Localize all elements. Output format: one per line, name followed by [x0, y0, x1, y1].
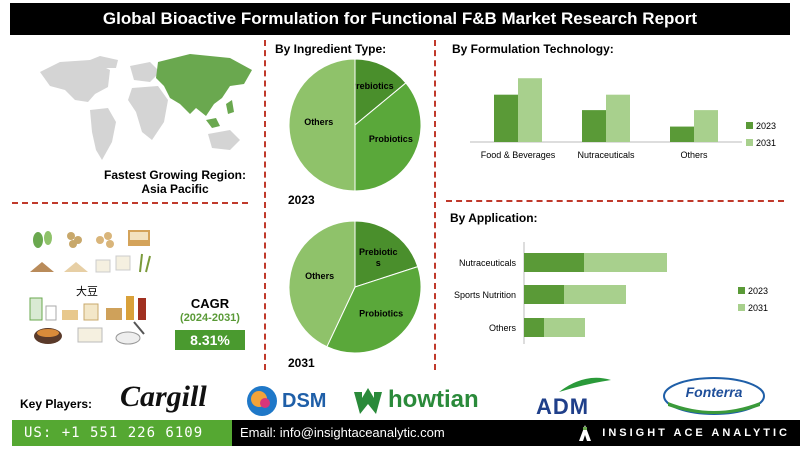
- edamame-icon: [33, 231, 52, 248]
- ingredient-title: By Ingredient Type:: [275, 42, 387, 56]
- y-tick-label: Nutraceuticals: [459, 258, 517, 268]
- pie-label-others: Others: [305, 271, 334, 281]
- application-title: By Application:: [450, 211, 538, 225]
- pie-label-probiotics: Probiotics: [359, 309, 403, 319]
- formulation-chart: Food & Beverages Nutraceuticals Others 2023…: [470, 78, 776, 160]
- pie-slice-probiotics: [326, 265, 422, 354]
- bar-2031-0: [518, 78, 542, 142]
- milk-icons: [29, 296, 146, 321]
- pie-2031: Prebiotic s Probiotics Others: [288, 220, 422, 354]
- hbar-2023-1: [524, 285, 564, 304]
- pie-slice-prebiotics: [354, 220, 419, 288]
- bar-2031-2: [694, 110, 718, 142]
- powder-icon: [30, 262, 54, 272]
- tofu-box-icon: [128, 230, 150, 246]
- divider-left-horizontal: [12, 202, 248, 204]
- pie-label-others: Others: [304, 117, 333, 127]
- sprouts-icon: [139, 253, 151, 273]
- cagr-value: 8.31%: [175, 330, 245, 350]
- y-tick-label: Others: [489, 323, 517, 333]
- dsm-swirl-icon: [247, 386, 277, 416]
- divider-left: [264, 40, 266, 370]
- y-tick-label: Sports Nutrition: [454, 290, 516, 300]
- tofu-block-icon-2: [115, 255, 131, 271]
- beans-icon: [96, 232, 114, 248]
- pie-slice-others: [288, 58, 356, 192]
- powder-light-icon: [64, 262, 88, 272]
- pie-label-prebiotics: Prebiotics: [350, 81, 394, 91]
- world-map-icon: [40, 54, 252, 160]
- legend-label-app-2031: 2031: [748, 303, 768, 313]
- legend-swatch-2031: [746, 139, 753, 146]
- hbar-2031-1: [564, 285, 626, 304]
- howtian-logo: howtian: [388, 386, 479, 413]
- hbar-2031-0: [584, 253, 667, 272]
- footer-phone: US: +1 551 226 6109: [12, 420, 232, 446]
- food-icons: [29, 230, 151, 345]
- footer-brand: INSIGHT ACE ANALYTIC: [602, 427, 790, 439]
- region-label: Fastest Growing Region: Asia Pacific: [90, 168, 260, 196]
- pie-2023-year: 2023: [288, 193, 315, 207]
- pie-label-probiotics: Probiotics: [369, 134, 413, 144]
- bar-2031-1: [606, 94, 630, 142]
- cargill-logo: Cargill: [120, 380, 207, 413]
- brand-logo-icon: [579, 425, 591, 441]
- bar-2023-1: [582, 110, 606, 142]
- region-line2: Asia Pacific: [141, 182, 209, 196]
- footer-email[interactable]: Email: info@insightaceanalytic.com: [240, 425, 445, 440]
- divider-right: [434, 40, 436, 370]
- footer-bar: Email: info@insightaceanalytic.com INSIG…: [232, 420, 800, 446]
- legend-swatch-app-2023: [738, 287, 745, 294]
- hbar-2031-2: [544, 318, 585, 337]
- cagr-label: CAGR: [190, 296, 230, 311]
- key-players-label: Key Players:: [20, 397, 93, 411]
- pie-slice-prebiotics: [354, 58, 407, 127]
- howtian-leaf-icon: [354, 388, 382, 414]
- soup-icons: [34, 321, 145, 345]
- dsm-logo: DSM: [282, 390, 327, 412]
- legend-swatch-app-2031: [738, 304, 745, 311]
- legend-label-app-2023: 2023: [748, 286, 768, 296]
- legend-label-2023: 2023: [756, 121, 776, 131]
- pie-slice-probiotics: [354, 82, 422, 192]
- cagr-period: (2024-2031): [180, 312, 240, 324]
- pie-2023: Prebiotics Probiotics Others: [288, 58, 422, 192]
- fonterra-logo: Fonterra: [685, 384, 743, 400]
- page-title: Global Bioactive Formulation for Functio…: [10, 3, 790, 35]
- adm-leaf-icon: [559, 377, 611, 392]
- legend-swatch-2023: [746, 122, 753, 129]
- divider-right-horizontal: [446, 200, 784, 202]
- x-tick-label: Others: [680, 150, 708, 160]
- hbar-2023-0: [524, 253, 584, 272]
- soybeans-icon: [67, 232, 82, 248]
- region-line1: Fastest Growing Region:: [103, 168, 246, 182]
- bar-2023-2: [670, 126, 694, 142]
- adm-logo: ADM: [536, 394, 590, 419]
- bar-2023-0: [494, 94, 518, 142]
- fonterra-oval-icon: [663, 377, 765, 415]
- pie-2031-year: 2031: [288, 356, 315, 370]
- tofu-block-icon: [95, 259, 111, 273]
- pie-slice-others: [288, 220, 356, 348]
- formulation-title: By Formulation Technology:: [452, 42, 614, 56]
- hbar-2023-2: [524, 318, 544, 337]
- legend-label-2031: 2031: [756, 138, 776, 148]
- x-tick-label: Nutraceuticals: [577, 150, 635, 160]
- food-label: 大豆: [76, 286, 98, 298]
- application-chart: Nutraceuticals Sports Nutrition Others 2023…: [454, 242, 768, 344]
- x-tick-label: Food & Beverages: [481, 150, 556, 160]
